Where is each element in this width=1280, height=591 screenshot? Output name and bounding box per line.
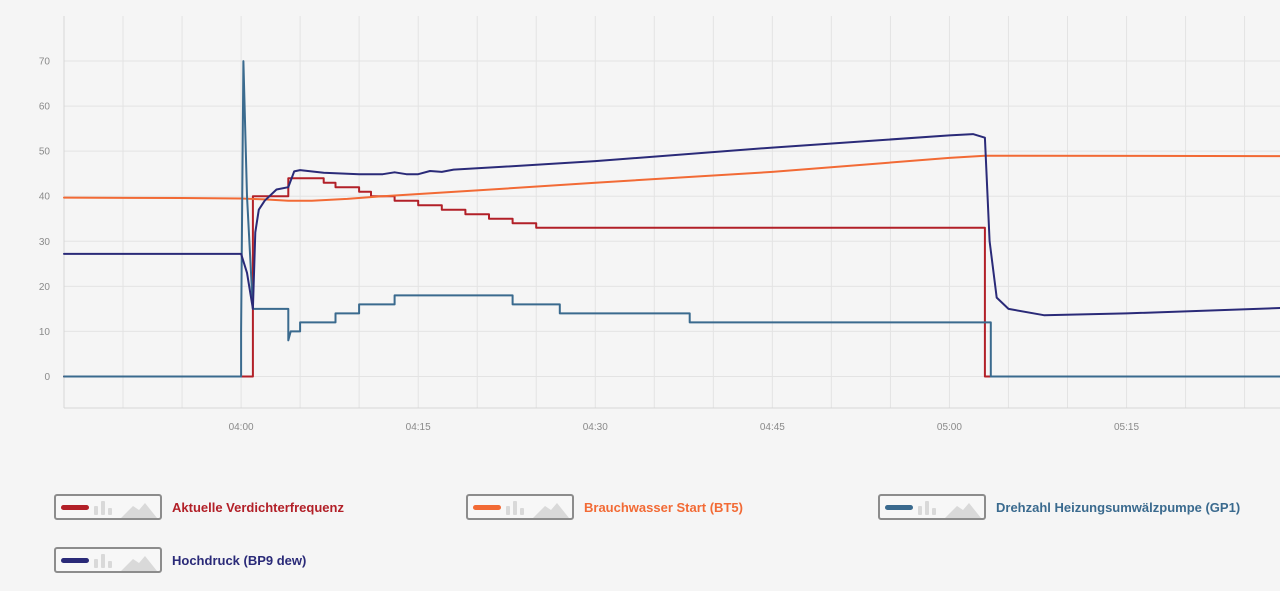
- series-line-hochdruck-bp9-dew: [63, 133, 1280, 317]
- legend-label: Aktuelle Verdichterfrequenz: [172, 499, 344, 515]
- area-chart-icon: [945, 503, 981, 518]
- legend-toggle-button[interactable]: [878, 494, 986, 520]
- series-layer: [63, 60, 1280, 378]
- series-color-swatch: [61, 505, 89, 510]
- legend-label: Hochdruck (BP9 dew): [172, 552, 307, 568]
- area-chart-icon: [533, 503, 569, 518]
- legend-item-drehzahl[interactable]: Drehzahl Heizungsumwälzpumpe (GP1): [878, 494, 1240, 520]
- y-tick-label: 40: [39, 192, 51, 203]
- legend-toggle-button[interactable]: [54, 547, 162, 573]
- y-tick-label: 20: [39, 282, 51, 293]
- legend-toggle-button[interactable]: [466, 494, 574, 520]
- legend-item-hochdruck[interactable]: Hochdruck (BP9 dew): [54, 547, 306, 573]
- legend-label: Drehzahl Heizungsumwälzpumpe (GP1): [996, 499, 1241, 515]
- y-tick-label: 30: [39, 237, 51, 248]
- y-tick-label: 70: [39, 57, 51, 68]
- line-chart: 0 10 20 30 40 50 60 70 04:00 04:15 04:30 04:45 05:0…: [39, 16, 1280, 433]
- y-tick-label: 10: [39, 327, 51, 338]
- y-tick-label: 60: [39, 102, 51, 113]
- plot-background: [64, 16, 1280, 408]
- series-color-swatch: [473, 505, 501, 510]
- x-tick-label: 04:15: [406, 422, 431, 433]
- x-tick-label: 05:00: [937, 422, 962, 433]
- area-chart-icon: [121, 556, 157, 571]
- y-axis: 0 10 20 30 40 50 60 70: [39, 16, 65, 408]
- series-line-aktuelle-verdichterfrequenz: [63, 177, 1280, 378]
- legend-item-brauchwasser[interactable]: Brauchwasser Start (BT5): [466, 494, 743, 520]
- x-tick-label: 04:45: [760, 422, 785, 433]
- legend-label: Brauchwasser Start (BT5): [584, 499, 743, 515]
- legend: Aktuelle Verdichterfrequenz Brauchwasser…: [0, 480, 1280, 591]
- x-tick-label: 04:30: [583, 422, 608, 433]
- series-line-brauchwasser-start-bt5: [63, 154, 1280, 202]
- x-tick-label: 04:00: [229, 422, 254, 433]
- x-tick-label: 05:15: [1114, 422, 1139, 433]
- series-color-swatch: [885, 505, 913, 510]
- y-tick-label: 50: [39, 147, 51, 158]
- y-tick-label: 0: [44, 372, 50, 383]
- series-color-swatch: [61, 558, 89, 563]
- legend-toggle-button[interactable]: [54, 494, 162, 520]
- area-chart-icon: [121, 503, 157, 518]
- x-axis: 04:00 04:15 04:30 04:45 05:00 05:15: [64, 407, 1280, 433]
- series-line-drehzahl-heizungsumw-lzpumpe-gp1: [63, 60, 1280, 378]
- legend-item-verdichterfrequenz[interactable]: Aktuelle Verdichterfrequenz: [54, 494, 344, 520]
